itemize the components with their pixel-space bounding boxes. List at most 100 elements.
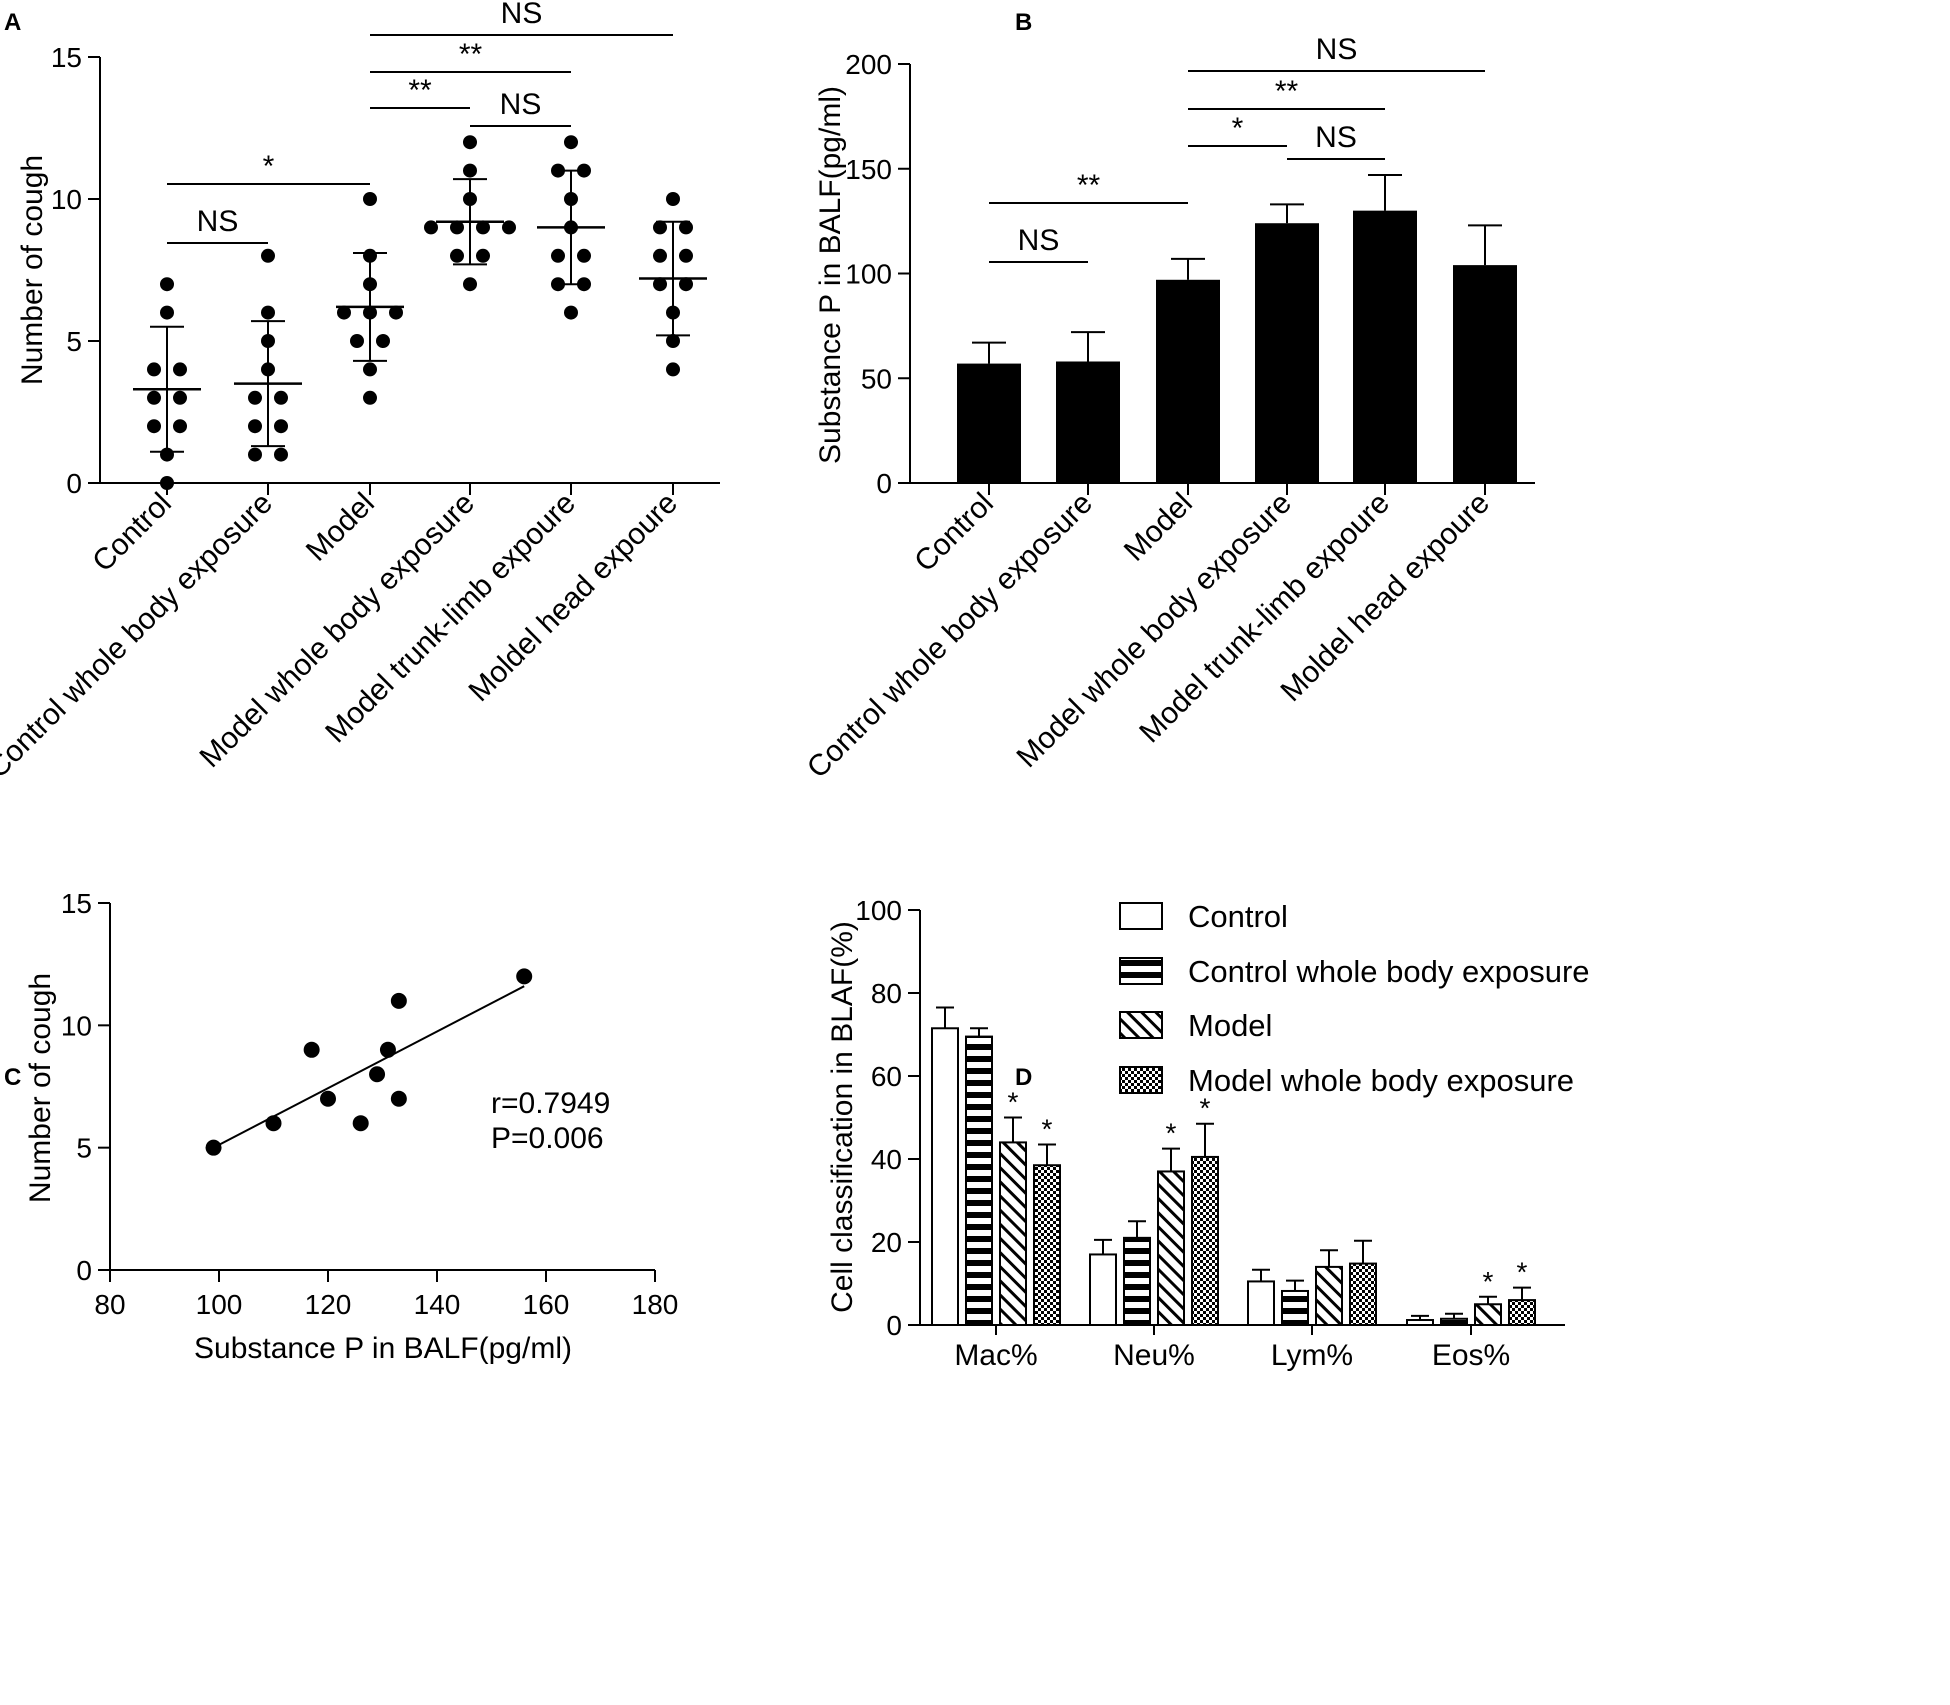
a-data-point — [274, 390, 288, 405]
a-data-point — [376, 334, 390, 348]
a-significance-label: * — [263, 150, 275, 183]
d-bar — [1089, 1253, 1117, 1326]
d-category-label: Mac% — [954, 1339, 1037, 1372]
a-data-point — [450, 248, 464, 263]
a-category-label: Model — [300, 487, 381, 568]
a-data-point — [337, 305, 351, 320]
a-data-point — [463, 135, 477, 150]
c-y-axis-title: Number of cough — [24, 973, 57, 1203]
d-category-label: Eos% — [1432, 1339, 1510, 1372]
a-category-label: Moldel head expoure — [462, 487, 683, 708]
d-legend-label: Model whole body exposure — [1188, 1063, 1574, 1098]
d-bar — [999, 1141, 1027, 1327]
a-data-point — [173, 362, 187, 377]
d-y-tick-label: 20 — [871, 1227, 902, 1258]
a-data-point — [261, 305, 275, 320]
d-legend-label: Model — [1188, 1008, 1272, 1043]
a-significance-label: NS — [197, 205, 239, 238]
a-data-point — [679, 248, 693, 263]
c-data-point — [303, 1041, 320, 1058]
a-data-point — [363, 390, 377, 405]
b-bar — [1255, 223, 1319, 483]
a-data-point — [679, 277, 693, 292]
b-y-tick-label: 150 — [845, 154, 892, 185]
b-bar — [957, 363, 1021, 483]
d-bar — [1508, 1299, 1536, 1326]
a-data-point — [147, 390, 161, 405]
a-significance-label: ** — [408, 74, 432, 107]
a-category-label: Control — [86, 487, 178, 579]
d-bar — [1349, 1262, 1377, 1326]
d-bar — [1315, 1265, 1343, 1327]
d-legend-swatch — [1119, 1011, 1163, 1039]
a-data-point — [463, 163, 477, 178]
a-data-point — [666, 192, 680, 206]
a-data-point — [653, 220, 667, 235]
b-significance-label: * — [1232, 112, 1244, 145]
d-bar — [1406, 1319, 1434, 1327]
c-data-point — [390, 1090, 407, 1107]
a-data-point — [666, 362, 680, 377]
d-bar — [1247, 1280, 1275, 1327]
a-data-point — [248, 419, 262, 434]
b-bar — [1156, 279, 1220, 483]
b-significance-label: NS — [1018, 224, 1060, 257]
b-y-tick-label: 200 — [845, 49, 892, 80]
d-significance-star: * — [1042, 1113, 1053, 1144]
b-category-label: Control — [908, 487, 1000, 579]
b-y-tick-label: 50 — [861, 363, 892, 394]
a-y-tick-label: 0 — [66, 468, 82, 499]
a-significance-label: NS — [501, 0, 543, 30]
c-data-point — [390, 992, 407, 1009]
d-bar — [1440, 1317, 1468, 1327]
d-category-label: Lym% — [1271, 1339, 1353, 1372]
panel-c-correlation-plot: 0 5 10 15 80 100 120 140 160 180 Substance P in BA… — [24, 888, 678, 1365]
a-data-point — [476, 220, 490, 235]
d-y-axis-title: Cell classification in BLAF(%) — [826, 921, 859, 1313]
a-data-point — [653, 248, 667, 263]
d-y-tick-label: 100 — [855, 895, 902, 926]
a-y-tick-label: 5 — [66, 326, 82, 357]
d-bar — [965, 1035, 993, 1326]
d-y-tick-label: 60 — [871, 1061, 902, 1092]
panel-label-b: B — [1015, 9, 1032, 36]
b-significance-label: ** — [1077, 169, 1101, 202]
a-data-point — [248, 390, 262, 405]
a-data-point — [261, 248, 275, 263]
c-y-tick-label: 15 — [61, 888, 92, 919]
c-data-point — [205, 1139, 222, 1156]
d-legend-label: Control — [1188, 899, 1288, 934]
a-data-point — [463, 277, 477, 292]
a-y-tick-label: 15 — [51, 42, 82, 73]
b-y-axis-title: Substance P in BALF(pg/ml) — [814, 86, 847, 464]
b-bar — [1056, 361, 1120, 483]
a-data-point — [424, 220, 438, 235]
c-x-tick-label: 140 — [414, 1289, 461, 1320]
d-bar — [1123, 1236, 1151, 1326]
a-data-point — [160, 277, 174, 292]
d-significance-star: * — [1166, 1118, 1177, 1149]
a-data-point — [160, 305, 174, 320]
a-data-point — [577, 248, 591, 263]
a-significance-label: ** — [459, 38, 483, 71]
d-bar — [1474, 1303, 1502, 1326]
a-data-point — [248, 447, 262, 462]
c-data-point — [352, 1115, 369, 1132]
a-data-point — [350, 334, 364, 348]
d-bar — [1033, 1164, 1061, 1326]
d-significance-star: * — [1517, 1257, 1528, 1288]
a-data-point — [564, 305, 578, 320]
d-y-tick-label: 40 — [871, 1144, 902, 1175]
d-significance-star: * — [1483, 1266, 1494, 1297]
d-significance-star: * — [1008, 1087, 1019, 1118]
a-data-point — [389, 305, 403, 320]
c-y-tick-label: 0 — [76, 1255, 92, 1286]
d-bar — [1281, 1289, 1309, 1326]
c-data-point — [516, 968, 533, 985]
a-data-point — [679, 220, 693, 235]
c-data-point — [265, 1115, 282, 1132]
panel-label-c: C — [4, 1064, 21, 1091]
a-data-point — [147, 362, 161, 377]
